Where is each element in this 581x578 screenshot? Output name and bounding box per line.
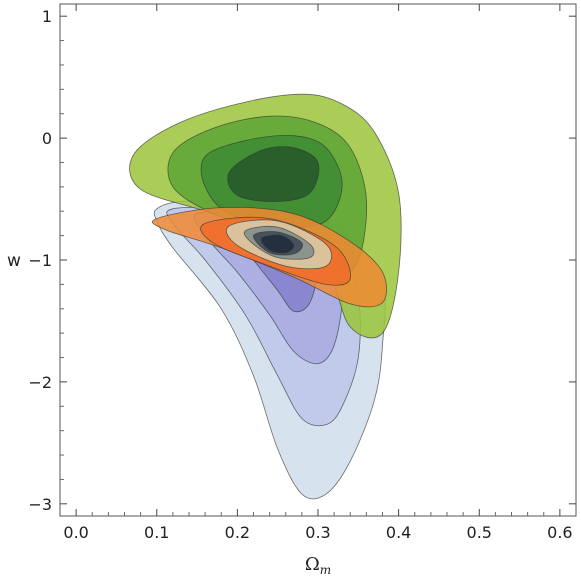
y-tick-label: −3 [28,495,52,514]
y-tick-label: 0 [42,129,52,148]
x-axis-label: Ωm [305,554,331,577]
x-tick-label: 0.3 [305,523,330,542]
series-3-contour-6 [260,234,295,254]
x-tick-label: 0.5 [467,523,492,542]
x-tick-label: 0.1 [144,523,169,542]
x-tick-label: 0.2 [225,523,250,542]
y-tick-label: 1 [42,7,52,26]
x-tick-label: 0.6 [547,523,572,542]
x-ticks: 0.0 0.1 0.2 0.3 0.4 0.5 0.6 [63,4,573,542]
series-2-contour-4 [227,146,320,202]
y-ticks: −3 −2 −1 0 1 [28,7,576,514]
series-3 [151,206,387,308]
x-tick-label: 0.0 [63,523,88,542]
y-tick-label: −1 [28,251,52,270]
x-tick-label: 0.4 [386,523,411,542]
y-axis-label: w [7,251,21,271]
y-tick-label: −2 [28,373,52,392]
contour-regions [129,93,402,500]
